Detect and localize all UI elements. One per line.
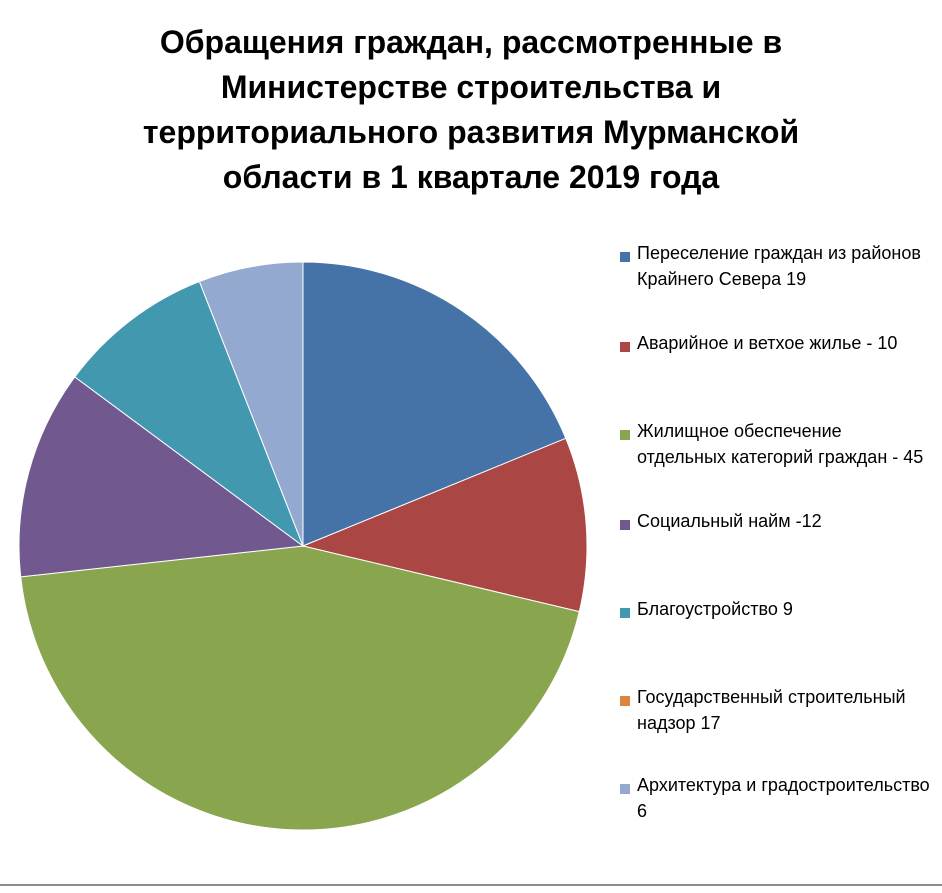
pie-slice-2 <box>301 437 588 613</box>
legend-label-1: Переселение граждан из районов Крайнего … <box>637 243 921 289</box>
legend-swatch-2 <box>620 342 630 352</box>
legend-swatch-4 <box>620 520 630 530</box>
legend-swatch-1 <box>620 252 630 262</box>
bottom-divider <box>0 884 942 886</box>
legend-label-6: Государственный строительный надзор 17 <box>637 687 906 733</box>
legend-label-4: Социальный найм -12 <box>637 511 822 531</box>
legend-label-5: Благоустройство 9 <box>637 599 793 619</box>
legend-label-7: Архитектура и градостроительство 6 <box>637 775 930 821</box>
legend-swatch-5 <box>620 608 630 618</box>
legend-swatch-3 <box>620 430 630 440</box>
pie-slice-3 <box>20 545 580 831</box>
legend-swatch-6 <box>620 696 630 706</box>
pie-slice-4 <box>18 376 305 578</box>
pie-slice-7 <box>198 261 304 547</box>
legend-label-2: Аварийное и ветхое жилье - 10 <box>637 333 898 353</box>
chart-title: Обращения граждан, рассмотренные в Минис… <box>142 24 800 195</box>
legend-label-3: Жилищное обеспечение отдельных категорий… <box>637 421 924 467</box>
pie-slice-5 <box>74 280 305 548</box>
legend-swatch-7 <box>620 784 630 794</box>
pie-slice-1 <box>302 261 567 547</box>
